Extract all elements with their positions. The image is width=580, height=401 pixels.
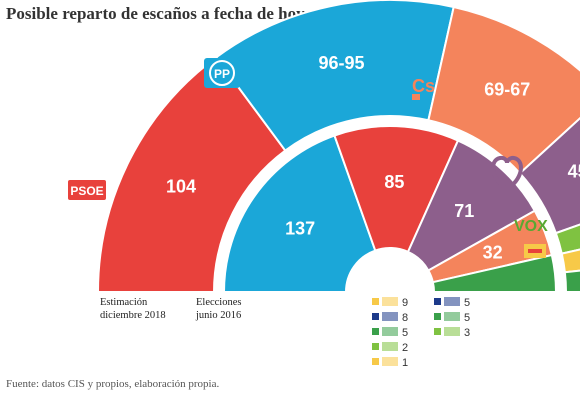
seat-segment-psoe xyxy=(333,125,460,254)
eh-bildu-icon xyxy=(444,327,460,336)
legend-swatch xyxy=(372,328,379,335)
pp-logo-text: PP xyxy=(214,67,230,81)
legend-value: 5 xyxy=(402,327,408,339)
legend-swatch xyxy=(434,313,441,320)
podemos-heart-icon xyxy=(491,155,523,190)
legend-value: 5 xyxy=(464,312,470,324)
cs-logo: Cs xyxy=(412,76,435,100)
seat-segment-otros xyxy=(431,253,558,293)
vox-logo: VOX xyxy=(514,218,548,235)
legend-swatch xyxy=(372,343,379,350)
outer-caption: Estimación diciembre 2018 xyxy=(100,296,166,322)
data-label-podemos: 45-44 xyxy=(568,162,580,182)
legend-swatch xyxy=(372,313,379,320)
legend-value: 5 xyxy=(464,297,470,309)
outer-ring xyxy=(96,0,580,293)
data-label-cs: 69-67 xyxy=(484,80,530,100)
pnv-icon xyxy=(444,312,460,321)
data-label-pp: 137 xyxy=(285,219,315,239)
vox-logo-text: VOX xyxy=(514,218,548,235)
seat-segment-podemos xyxy=(518,116,580,235)
legend-value: 2 xyxy=(402,342,408,354)
data-label-psoe: 85 xyxy=(384,172,404,192)
data-label-podemos: 71 xyxy=(454,201,474,221)
erc-logo xyxy=(524,244,546,258)
seat-segment-cs xyxy=(427,5,580,175)
data-label-psoe: 104 xyxy=(166,177,196,197)
legend-value: 9 xyxy=(402,297,408,309)
pp-logo: PP xyxy=(204,58,240,88)
source-note: Fuente: datos CIS y propios, elaboración… xyxy=(6,378,220,390)
seat-segment-pp xyxy=(222,134,377,293)
eh-bildu-icon xyxy=(382,342,398,351)
outer-caption-line1: Estimación xyxy=(100,297,148,308)
inner-caption-line1: Elecciones xyxy=(196,297,242,308)
seat-segment-otros xyxy=(563,269,580,293)
inner-caption-line2: junio 2016 xyxy=(196,310,242,321)
data-label-cs: 32 xyxy=(483,242,503,262)
outer-caption-line2: diciembre 2018 xyxy=(100,310,166,321)
cc-icon xyxy=(382,357,398,366)
legend-swatch xyxy=(434,328,441,335)
erc-icon xyxy=(382,297,398,306)
legend-swatch xyxy=(372,298,379,305)
pnv-icon xyxy=(382,327,398,336)
data-label-pp: 96-95 xyxy=(318,53,364,73)
pdecat-icon xyxy=(382,312,398,321)
psoe-logo: PSOE xyxy=(68,180,106,200)
inner-caption: Elecciones junio 2016 xyxy=(196,296,241,322)
legend-value: 3 xyxy=(464,327,470,339)
legend-value: 1 xyxy=(402,357,408,369)
legend-value: 8 xyxy=(402,312,408,324)
small-parties-legend: 9 8 5 2 1 5 5 3 xyxy=(372,297,470,369)
legend-swatch xyxy=(372,358,379,365)
cs-logo-text: Cs xyxy=(412,76,435,96)
chart-title: Posible reparto de escaños a fecha de ho… xyxy=(6,4,305,23)
pdecat-icon xyxy=(444,297,460,306)
legend-swatch xyxy=(434,298,441,305)
inner-ring xyxy=(222,125,558,293)
psoe-logo-text: PSOE xyxy=(70,184,103,198)
